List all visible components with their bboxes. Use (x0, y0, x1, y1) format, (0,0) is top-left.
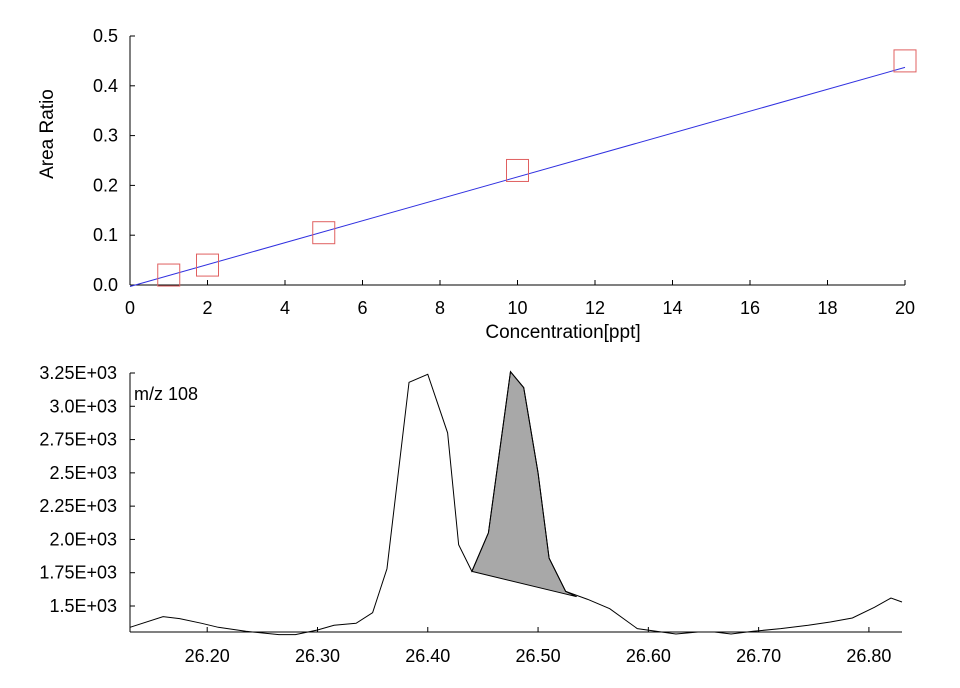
chrom-y-tick-label: 3.25E+03 (39, 363, 117, 383)
cal-points (157, 49, 917, 287)
chrom-x-tick-label: 26.80 (846, 646, 891, 666)
cal-data-point (312, 221, 336, 245)
calibration-chart: 0.0 0.1 0.2 0.3 0.4 0.5 0 2 4 6 8 10 12 14 16 18 20 Con… (37, 26, 917, 343)
chrom-x-tick-label: 26.40 (405, 646, 450, 666)
chrom-y-tick-label: 2.75E+03 (39, 430, 117, 450)
chrom-y-tick-label: 2.0E+03 (49, 529, 117, 549)
cal-y-tick-label: 0.1 (93, 225, 118, 245)
cal-x-tick-label: 6 (357, 298, 367, 318)
cal-x-tick-label: 18 (817, 298, 837, 318)
chrom-annotation: m/z 108 (134, 384, 198, 404)
cal-x-ticks: 0 2 4 6 8 10 12 14 16 18 20 (125, 280, 915, 318)
cal-y-tick-label: 0.3 (93, 126, 118, 146)
cal-y-tick-label: 0.0 (93, 275, 118, 295)
cal-x-tick-label: 10 (507, 298, 527, 318)
chrom-y-tick-label: 1.75E+03 (39, 563, 117, 583)
chrom-y-tick-label: 3.0E+03 (49, 396, 117, 416)
chrom-x-ticks: 26.20 26.30 26.40 26.50 26.60 26.70 26.80 (185, 627, 891, 666)
cal-x-tick-label: 2 (202, 298, 212, 318)
cal-x-tick-label: 0 (125, 298, 135, 318)
cal-x-tick-label: 16 (740, 298, 760, 318)
chrom-y-ticks: 1.5E+03 1.75E+03 2.0E+03 2.25E+03 2.5E+03 2.7… (39, 363, 135, 616)
cal-y-ticks: 0.0 0.1 0.2 0.3 0.4 0.5 (93, 26, 135, 295)
fit-line (129, 66, 906, 287)
chrom-x-tick-label: 26.60 (626, 646, 671, 666)
cal-x-tick-label: 8 (435, 298, 445, 318)
shaded-peak-area (471, 370, 577, 598)
chrom-x-tick-label: 26.30 (295, 646, 340, 666)
cal-data-point (196, 253, 219, 277)
cal-y-tick-label: 0.5 (93, 26, 118, 46)
cal-x-tick-label: 4 (280, 298, 290, 318)
chrom-x-tick-label: 26.70 (736, 646, 781, 666)
chrom-x-tick-label: 26.50 (516, 646, 561, 666)
chromatogram-trace (129, 370, 903, 636)
cal-x-label: Concentration[ppt] (485, 322, 640, 343)
cal-data-point (157, 263, 181, 287)
cal-y-tick-label: 0.2 (93, 175, 118, 195)
cal-data-point (893, 49, 917, 73)
chrom-y-tick-label: 2.25E+03 (39, 496, 117, 516)
cal-data-point (506, 158, 529, 182)
cal-y-tick-label: 0.4 (93, 76, 118, 96)
chrom-y-tick-label: 2.5E+03 (49, 463, 117, 483)
cal-x-tick-label: 14 (662, 298, 682, 318)
cal-y-label: Area Ratio (37, 89, 58, 179)
cal-x-tick-label: 20 (895, 298, 915, 318)
chromatogram-chart: 1.5E+03 1.75E+03 2.0E+03 2.25E+03 2.5E+03 2.7… (39, 363, 903, 666)
chrom-x-tick-label: 26.20 (185, 646, 230, 666)
cal-x-tick-label: 12 (585, 298, 605, 318)
chrom-y-tick-label: 1.5E+03 (49, 596, 117, 616)
